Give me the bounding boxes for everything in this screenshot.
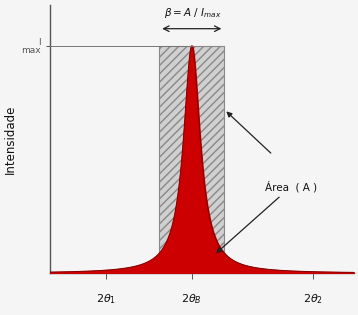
Text: $2\theta_1$: $2\theta_1$ (96, 293, 116, 306)
Text: $\beta=A\ /\ I_{max}$: $\beta=A\ /\ I_{max}$ (164, 6, 222, 20)
Text: $2\theta_B$: $2\theta_B$ (182, 293, 202, 306)
Text: Área  ( A ): Área ( A ) (217, 181, 317, 252)
Text: $2\theta_2$: $2\theta_2$ (303, 293, 323, 306)
Y-axis label: Intensidade: Intensidade (4, 104, 17, 174)
Bar (159, 46, 224, 273)
